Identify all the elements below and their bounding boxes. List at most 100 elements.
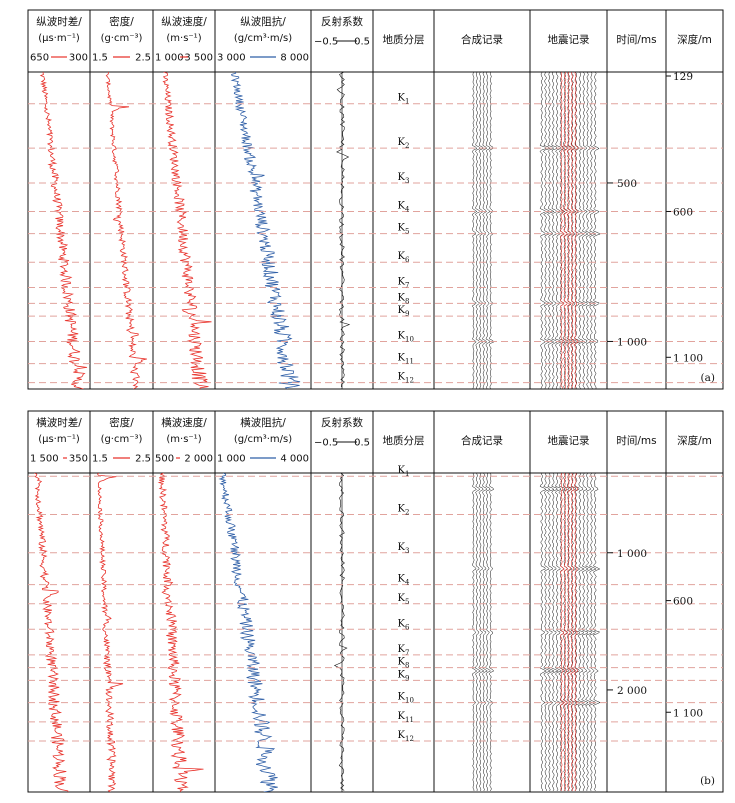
layer-label: K9 bbox=[398, 305, 410, 318]
wiggle-trace bbox=[488, 473, 495, 792]
wiggle-trace bbox=[585, 473, 593, 791]
wiggle-trace bbox=[569, 473, 577, 792]
scale-max: 3 500 bbox=[184, 53, 213, 64]
layer-label: K8 bbox=[398, 292, 410, 305]
scale-max: 4 000 bbox=[280, 454, 309, 465]
seismic-synthetic-trace bbox=[573, 72, 579, 389]
scale-max: 2.5 bbox=[135, 53, 151, 64]
log1-curve bbox=[39, 72, 88, 389]
depth-tick-label: 1 100 bbox=[673, 707, 703, 719]
log4-curve bbox=[218, 473, 278, 792]
seismic-synthetic-trace bbox=[566, 473, 572, 792]
wiggle-trace bbox=[554, 473, 563, 792]
wiggle-trace bbox=[555, 72, 562, 389]
wiggle-trace bbox=[481, 473, 488, 792]
panel-label: (b) bbox=[700, 775, 715, 787]
geo-title: 地质分层 bbox=[383, 33, 425, 46]
seismic-synthetic-trace bbox=[573, 473, 579, 792]
wiggle-trace bbox=[592, 72, 601, 389]
wiggle-trace bbox=[485, 72, 491, 389]
refl-max: 0.5 bbox=[354, 37, 370, 48]
wiggle-trace bbox=[581, 72, 589, 389]
scale-min: 650 bbox=[30, 53, 49, 64]
seismic-title: 地震记录 bbox=[548, 434, 590, 447]
time-tick-label: 1 000 bbox=[617, 548, 647, 560]
scale-min: 1 000 bbox=[155, 53, 184, 64]
depth-tick-label: 1 100 bbox=[673, 352, 703, 364]
synth-title: 合成记录 bbox=[461, 33, 503, 46]
depth-tick-label: 600 bbox=[673, 206, 693, 218]
seismic-synthetic-trace bbox=[570, 72, 576, 389]
layer-label: K3 bbox=[398, 172, 410, 185]
wiggle-trace bbox=[475, 473, 481, 792]
log-title: 纵波速度/ bbox=[161, 15, 207, 28]
scale-min: 500 bbox=[155, 454, 174, 465]
scale-max: 8 000 bbox=[280, 53, 309, 64]
panel-body bbox=[39, 72, 601, 389]
refl-max: 0.5 bbox=[354, 438, 370, 449]
seismic-synthetic-trace bbox=[559, 473, 566, 792]
log-title: 纵波阻抗/ bbox=[240, 15, 286, 28]
layer-label: K11 bbox=[398, 711, 414, 724]
scale-max: 300 bbox=[69, 53, 88, 64]
wiggle-trace bbox=[546, 473, 555, 792]
refl-spikes bbox=[336, 72, 351, 388]
layer-label: K1 bbox=[398, 93, 410, 106]
panel-frame bbox=[27, 9, 724, 390]
synth-title: 合成记录 bbox=[461, 434, 503, 447]
depth-title: 深度/m bbox=[677, 434, 712, 447]
refl-title: 反射系数 bbox=[321, 15, 363, 28]
wiggle-trace bbox=[566, 473, 574, 792]
seismic-traces bbox=[539, 473, 601, 792]
refl-min: −0.5 bbox=[314, 37, 338, 48]
wiggle-trace bbox=[488, 72, 495, 389]
log-title: 纵波时差/ bbox=[36, 15, 82, 28]
log-unit: (g/cm³·m/s) bbox=[234, 33, 292, 44]
panel-0: 纵波时差/ (μs·m⁻¹) 650 300 密度/ (g·cm⁻³) 1.5 2.5 纵波速度… bbox=[27, 9, 724, 390]
log-title: 密度/ bbox=[109, 15, 134, 28]
scale-min: 1.5 bbox=[92, 454, 108, 465]
log3-curve bbox=[157, 473, 204, 792]
log1-curve bbox=[34, 473, 69, 792]
layer-label: K3 bbox=[398, 542, 410, 555]
layer-label: K10 bbox=[398, 692, 414, 705]
scale-min: 1 500 bbox=[30, 454, 59, 465]
panel-label: (a) bbox=[701, 372, 715, 384]
seismic-synthetic-trace bbox=[559, 72, 565, 389]
scale-min: 3 000 bbox=[217, 53, 246, 64]
layer-label: K5 bbox=[398, 593, 410, 606]
layer-label: K7 bbox=[398, 277, 410, 290]
refl-spikes bbox=[333, 473, 348, 791]
layer-label: K10 bbox=[398, 330, 414, 343]
log-title: 密度/ bbox=[109, 416, 134, 429]
wiggle-trace bbox=[543, 473, 552, 792]
wiggle-trace bbox=[592, 473, 601, 792]
log-title: 横波时差/ bbox=[36, 416, 82, 429]
depth-tick-label: 129 bbox=[673, 71, 693, 83]
log-title: 横波速度/ bbox=[161, 416, 207, 429]
wiggle-trace bbox=[539, 473, 547, 792]
time-tick-label: 500 bbox=[617, 178, 637, 190]
log-unit: (g·cm⁻³) bbox=[101, 33, 143, 44]
synthetic-traces bbox=[471, 473, 495, 792]
log-unit: (g·cm⁻³) bbox=[101, 434, 143, 445]
seismic-synthetic-trace bbox=[563, 473, 568, 792]
scale-max: 350 bbox=[69, 454, 88, 465]
wiggle-trace bbox=[485, 473, 491, 792]
wiggle-trace bbox=[577, 473, 586, 792]
wiggle-trace bbox=[471, 473, 478, 792]
log4-curve bbox=[230, 72, 301, 389]
log2-curve bbox=[105, 72, 147, 389]
wiggle-trace bbox=[551, 72, 558, 389]
layer-label: K11 bbox=[398, 353, 414, 366]
wiggle-trace bbox=[539, 72, 547, 389]
wiggle-trace bbox=[574, 473, 581, 792]
refl-min: −0.5 bbox=[314, 438, 338, 449]
depth-title: 深度/m bbox=[677, 33, 712, 46]
seismic-synthetic-trace bbox=[570, 473, 576, 792]
scale-min: 1.5 bbox=[92, 53, 108, 64]
time-tick-label: 2 000 bbox=[617, 685, 647, 697]
layer-label: K2 bbox=[398, 503, 410, 516]
layer-label: K7 bbox=[398, 644, 410, 657]
